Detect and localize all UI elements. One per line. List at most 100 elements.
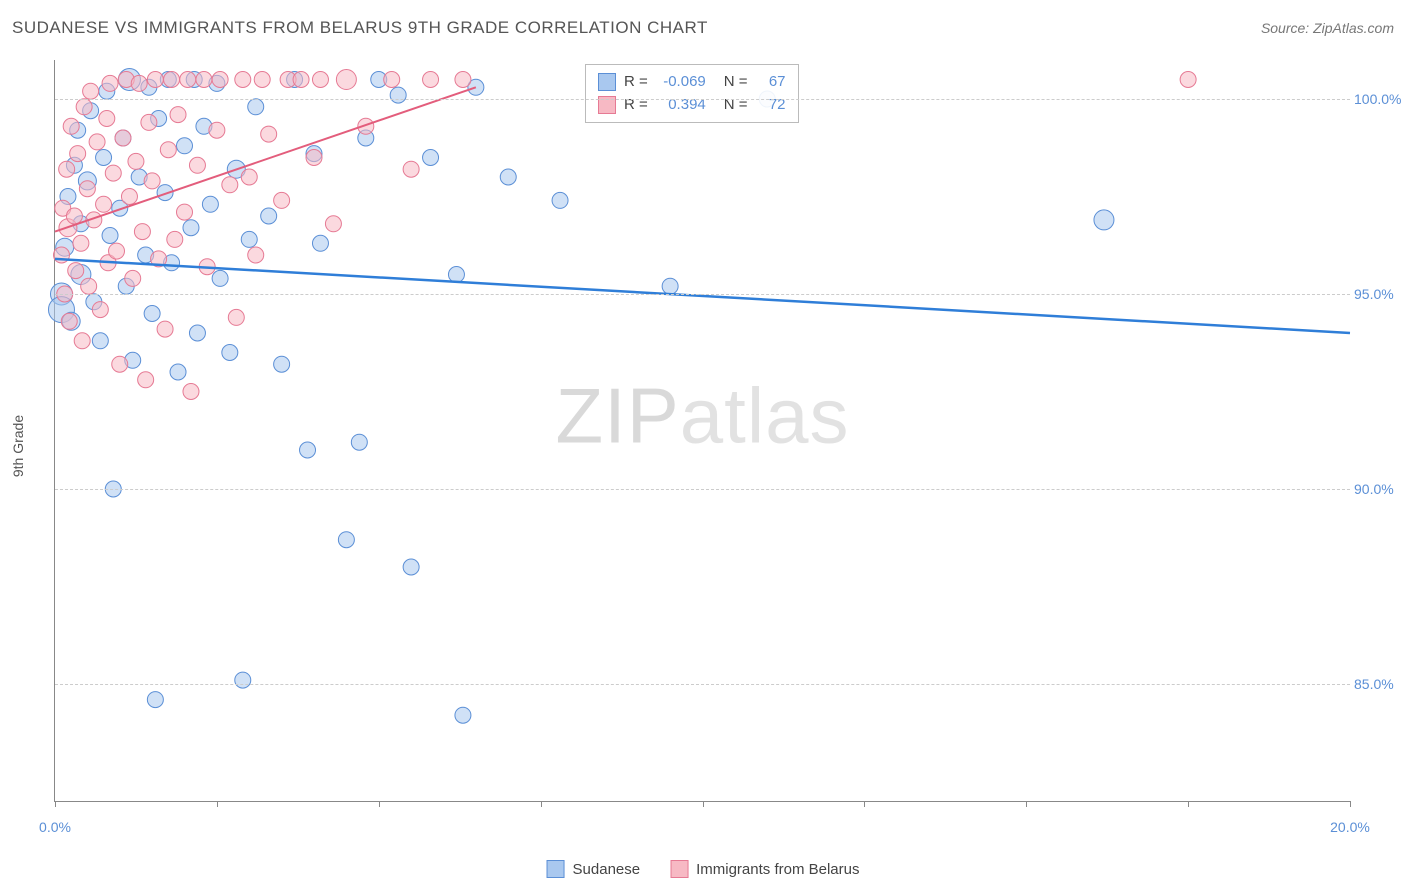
x-tick — [217, 801, 218, 807]
x-tick-label: 20.0% — [1330, 819, 1370, 835]
scatter-point — [81, 278, 97, 294]
scatter-point — [300, 442, 316, 458]
scatter-point — [212, 270, 228, 286]
scatter-point — [403, 161, 419, 177]
scatter-point — [160, 142, 176, 158]
legend-n-label: N = — [724, 94, 748, 117]
legend-n-label: N = — [724, 71, 748, 94]
grid-line — [55, 294, 1350, 295]
scatter-point — [662, 278, 678, 294]
scatter-point — [170, 364, 186, 380]
scatter-point — [212, 72, 228, 88]
scatter-point — [112, 356, 128, 372]
chart-title: SUDANESE VS IMMIGRANTS FROM BELARUS 9TH … — [12, 18, 708, 38]
scatter-point — [109, 243, 125, 259]
scatter-point — [102, 75, 118, 91]
x-tick — [1188, 801, 1189, 807]
scatter-point — [325, 216, 341, 232]
scatter-point — [500, 169, 516, 185]
scatter-point — [74, 333, 90, 349]
bottom-legend-label: Sudanese — [573, 861, 641, 878]
legend-swatch — [670, 860, 688, 878]
x-tick — [1350, 801, 1351, 807]
scatter-point — [552, 192, 568, 208]
scatter-point — [189, 325, 205, 341]
legend-r-value: 0.394 — [656, 94, 706, 117]
scatter-point — [121, 189, 137, 205]
scatter-point — [128, 153, 144, 169]
legend-swatch — [547, 860, 565, 878]
scatter-point — [228, 309, 244, 325]
scatter-point — [147, 692, 163, 708]
scatter-point — [76, 99, 92, 115]
bottom-legend-label: Immigrants from Belarus — [696, 861, 859, 878]
scatter-point — [134, 224, 150, 240]
scatter-point — [312, 235, 328, 251]
bottom-legend-item: Sudanese — [547, 860, 641, 878]
scatter-point — [144, 173, 160, 189]
scatter-point — [254, 72, 270, 88]
scatter-point — [338, 532, 354, 548]
scatter-point — [312, 72, 328, 88]
scatter-point — [423, 72, 439, 88]
scatter-point — [261, 208, 277, 224]
scatter-point — [61, 313, 77, 329]
legend-swatch — [598, 73, 616, 91]
scatter-point — [448, 267, 464, 283]
correlation-legend: R =-0.069N =67R =0.394N =72 — [585, 64, 799, 123]
scatter-point — [196, 72, 212, 88]
scatter-point — [96, 150, 112, 166]
scatter-point — [89, 134, 105, 150]
scatter-point — [144, 306, 160, 322]
legend-row: R =0.394N =72 — [598, 94, 786, 117]
scatter-point — [164, 72, 180, 88]
scatter-point — [390, 87, 406, 103]
scatter-point — [189, 157, 205, 173]
scatter-point — [170, 107, 186, 123]
x-tick — [864, 801, 865, 807]
grid-line — [55, 489, 1350, 490]
y-tick-label: 95.0% — [1354, 286, 1400, 302]
scatter-point — [167, 231, 183, 247]
scatter-point — [384, 72, 400, 88]
scatter-point — [274, 192, 290, 208]
scatter-point — [209, 122, 225, 138]
scatter-point — [248, 247, 264, 263]
x-tick — [703, 801, 704, 807]
grid-line — [55, 99, 1350, 100]
y-tick-label: 90.0% — [1354, 481, 1400, 497]
scatter-point — [235, 672, 251, 688]
scatter-point — [180, 72, 196, 88]
trend-line — [55, 259, 1350, 333]
scatter-point — [177, 204, 193, 220]
x-tick — [541, 801, 542, 807]
chart-svg — [55, 60, 1350, 801]
scatter-point — [183, 384, 199, 400]
scatter-point — [455, 707, 471, 723]
scatter-point — [248, 99, 264, 115]
x-tick-label: 0.0% — [39, 819, 71, 835]
bottom-legend: Sudanese Immigrants from Belarus — [547, 860, 860, 878]
scatter-point — [306, 150, 322, 166]
scatter-point — [147, 72, 163, 88]
scatter-point — [235, 72, 251, 88]
scatter-point — [403, 559, 419, 575]
scatter-point — [92, 302, 108, 318]
scatter-point — [351, 434, 367, 450]
scatter-point — [293, 72, 309, 88]
scatter-point — [183, 220, 199, 236]
scatter-point — [138, 372, 154, 388]
scatter-point — [115, 130, 131, 146]
legend-r-value: -0.069 — [656, 71, 706, 94]
scatter-point — [202, 196, 218, 212]
legend-r-label: R = — [624, 94, 648, 117]
bottom-legend-item: Immigrants from Belarus — [670, 860, 859, 878]
scatter-point — [131, 75, 147, 91]
scatter-point — [92, 333, 108, 349]
x-tick — [55, 801, 56, 807]
scatter-point — [141, 114, 157, 130]
scatter-point — [222, 177, 238, 193]
legend-n-value: 67 — [756, 71, 786, 94]
scatter-point — [423, 150, 439, 166]
scatter-point — [274, 356, 290, 372]
